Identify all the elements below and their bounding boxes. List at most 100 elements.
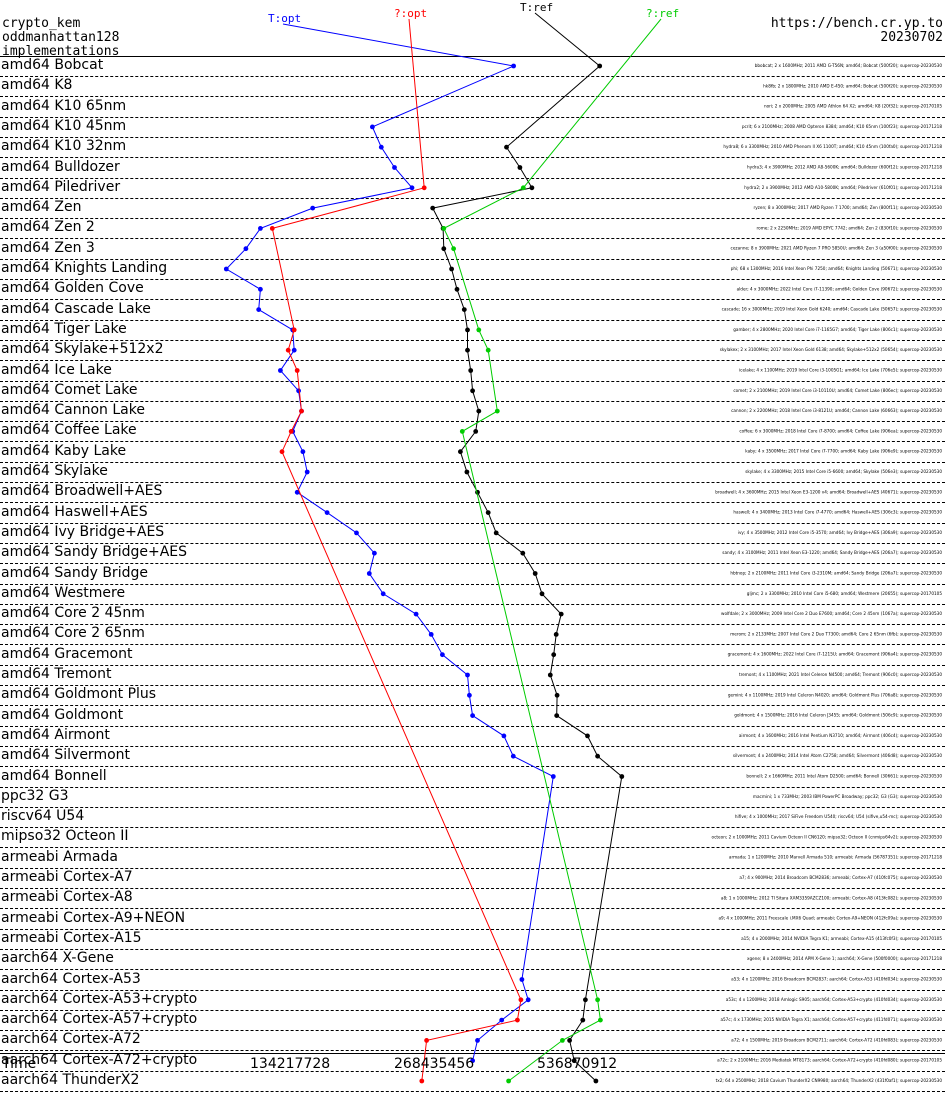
data-point-q-ref	[598, 1017, 603, 1023]
data-point-t-opt	[304, 469, 310, 475]
row-separator	[0, 462, 945, 463]
row-separator	[0, 990, 945, 991]
row-separator	[0, 381, 945, 382]
row-separator	[0, 1010, 945, 1011]
machine-note: silvermont; 4 x 2400MHz; 2014 Intel Atom…	[733, 753, 942, 758]
row-separator	[0, 360, 945, 361]
row-label: amd64 Ivy Bridge+AES	[1, 523, 165, 540]
data-point-q-ref	[459, 429, 465, 434]
row-label: ppc32 G3	[1, 787, 69, 804]
data-point-t-opt	[409, 185, 415, 191]
machine-note: a9; 4 x 1000MHz; 2011 Freescale i.MX6 Qu…	[718, 916, 942, 921]
data-point-t-ref	[619, 774, 625, 779]
machine-note: coffee; 6 x 3000MHz; 2018 Intel Core i7-…	[739, 428, 942, 433]
data-point-t-opt	[470, 713, 475, 718]
row-label: aarch64 Cortex-A53	[1, 970, 141, 987]
row-separator	[0, 584, 945, 585]
row-label: amd64 K10 45nm	[1, 117, 127, 134]
row-separator	[0, 1071, 945, 1072]
row-label: aarch64 ThunderX2	[1, 1072, 140, 1088]
data-point-t-opt	[380, 591, 386, 597]
machine-note: bonnell; 2 x 1660MHz; 2011 Intel Atom D2…	[746, 774, 942, 779]
machine-note: haswell; 4 x 3400MHz; 2013 Intel Core i7…	[733, 510, 942, 515]
data-point-q-ref	[441, 226, 447, 231]
series-leader-q-opt	[408, 18, 425, 188]
x-tick-label-0: 134217728	[250, 1056, 331, 1072]
row-label: amd64 Comet Lake	[1, 381, 138, 398]
row-label: mipso32 Octeon II	[1, 828, 129, 845]
row-separator	[0, 604, 945, 605]
row-separator	[0, 299, 945, 300]
data-point-q-ref	[520, 185, 526, 191]
row-separator	[0, 117, 945, 118]
row-label: amd64 K10 65nm	[1, 97, 127, 114]
machine-note: octeon; 2 x 1000MHz; 2011 Cavium Octeon …	[712, 834, 943, 839]
series-leader-q-ref	[522, 18, 662, 189]
header-implementations-link[interactable]: implementations	[2, 44, 120, 59]
data-point-q-opt	[294, 368, 300, 373]
row-label: aarch64 X-Gene	[1, 950, 114, 967]
series-label-q-ref: ?:ref	[646, 7, 680, 20]
data-point-q-ref	[476, 327, 482, 333]
data-point-t-ref	[585, 733, 590, 739]
row-separator	[0, 279, 945, 280]
series-line-t-opt	[225, 65, 554, 1061]
row-label: armeabi Cortex-A7	[1, 869, 133, 885]
row-separator	[0, 624, 945, 625]
data-point-q-ref	[595, 997, 600, 1003]
row-label: amd64 Sandy Bridge+AES	[1, 544, 188, 561]
machine-note: hydra2; 2 x 3900MHz; 2012 AMD A10-5800K;…	[744, 185, 942, 190]
row-separator	[0, 705, 945, 706]
row-label: amd64 Goldmont	[1, 706, 124, 723]
row-separator	[0, 76, 945, 77]
row-separator	[0, 1091, 945, 1092]
row-separator	[0, 787, 945, 788]
machine-note: a72c; 2 x 2100MHz; 2016 Mediatek MT8173;…	[717, 1058, 942, 1063]
row-separator	[0, 441, 945, 442]
row-label: aarch64 Cortex-A57+crypto	[1, 1011, 198, 1028]
row-separator	[0, 685, 945, 686]
header-url[interactable]: https://bench.cr.yp.to	[770, 16, 943, 31]
data-point-q-opt	[421, 185, 427, 191]
data-point-q-opt	[285, 347, 291, 353]
data-point-q-opt	[291, 327, 297, 333]
row-separator	[0, 218, 945, 219]
data-point-t-ref	[441, 246, 447, 252]
row-label: armeabi Armada	[1, 848, 118, 865]
row-label: amd64 Goldmont Plus	[1, 686, 157, 703]
data-point-t-ref	[529, 185, 535, 191]
bottom-rule	[0, 1053, 945, 1054]
machine-note: gracemont; 4 x 1600MHz; 2022 Intel Core …	[728, 652, 943, 657]
data-point-t-ref	[554, 692, 560, 698]
data-point-t-ref	[454, 286, 460, 292]
row-label: aarch64 Cortex-A72	[1, 1031, 141, 1048]
machine-note: cascade; 16 x 3000MHz; 2019 Intel Xeon G…	[722, 307, 943, 312]
row-label: amd64 Zen	[1, 199, 82, 216]
row-separator	[0, 523, 945, 524]
data-point-t-opt	[378, 144, 384, 150]
machine-note: phi; 68 x 1300MHz; 2016 Intel Xeon Phi 7…	[731, 266, 943, 271]
data-point-t-ref	[517, 165, 523, 170]
data-point-t-ref	[470, 388, 475, 394]
data-point-q-ref	[506, 1078, 511, 1084]
machine-note: kaby; 4 x 3500MHz; 2017 Intel Core i7-77…	[745, 449, 942, 454]
machine-note: a15; 4 x 2000MHz; 2014 NVIDIA Tegra K1; …	[741, 936, 942, 941]
data-point-t-opt	[256, 307, 262, 312]
row-label: amd64 Tiger Lake	[1, 320, 127, 337]
data-point-t-opt	[223, 266, 229, 272]
data-point-t-ref	[485, 510, 491, 515]
data-point-t-ref	[476, 408, 482, 414]
machine-note: xgene; 8 x 2400MHz; 2014 APM X-Gene 1; a…	[747, 956, 942, 961]
row-label: amd64 Coffee Lake	[1, 422, 137, 439]
data-point-t-opt	[310, 205, 316, 211]
data-point-t-ref	[430, 205, 436, 211]
data-point-t-opt	[501, 733, 507, 739]
machine-note: bbobcat; 2 x 1600MHz; 2011 AMD G-T56N; a…	[755, 63, 943, 68]
data-point-t-opt	[300, 449, 306, 455]
row-label: amd64 Core 2 65nm	[1, 625, 145, 642]
machine-note: ryzen; 8 x 3000MHz; 2017 AMD Ryzen 7 170…	[753, 205, 942, 210]
row-label: amd64 Haswell+AES	[1, 503, 148, 520]
machine-note: hk8fb; 2 x 1800MHz; 2010 AMD E-450; amd6…	[763, 83, 942, 88]
